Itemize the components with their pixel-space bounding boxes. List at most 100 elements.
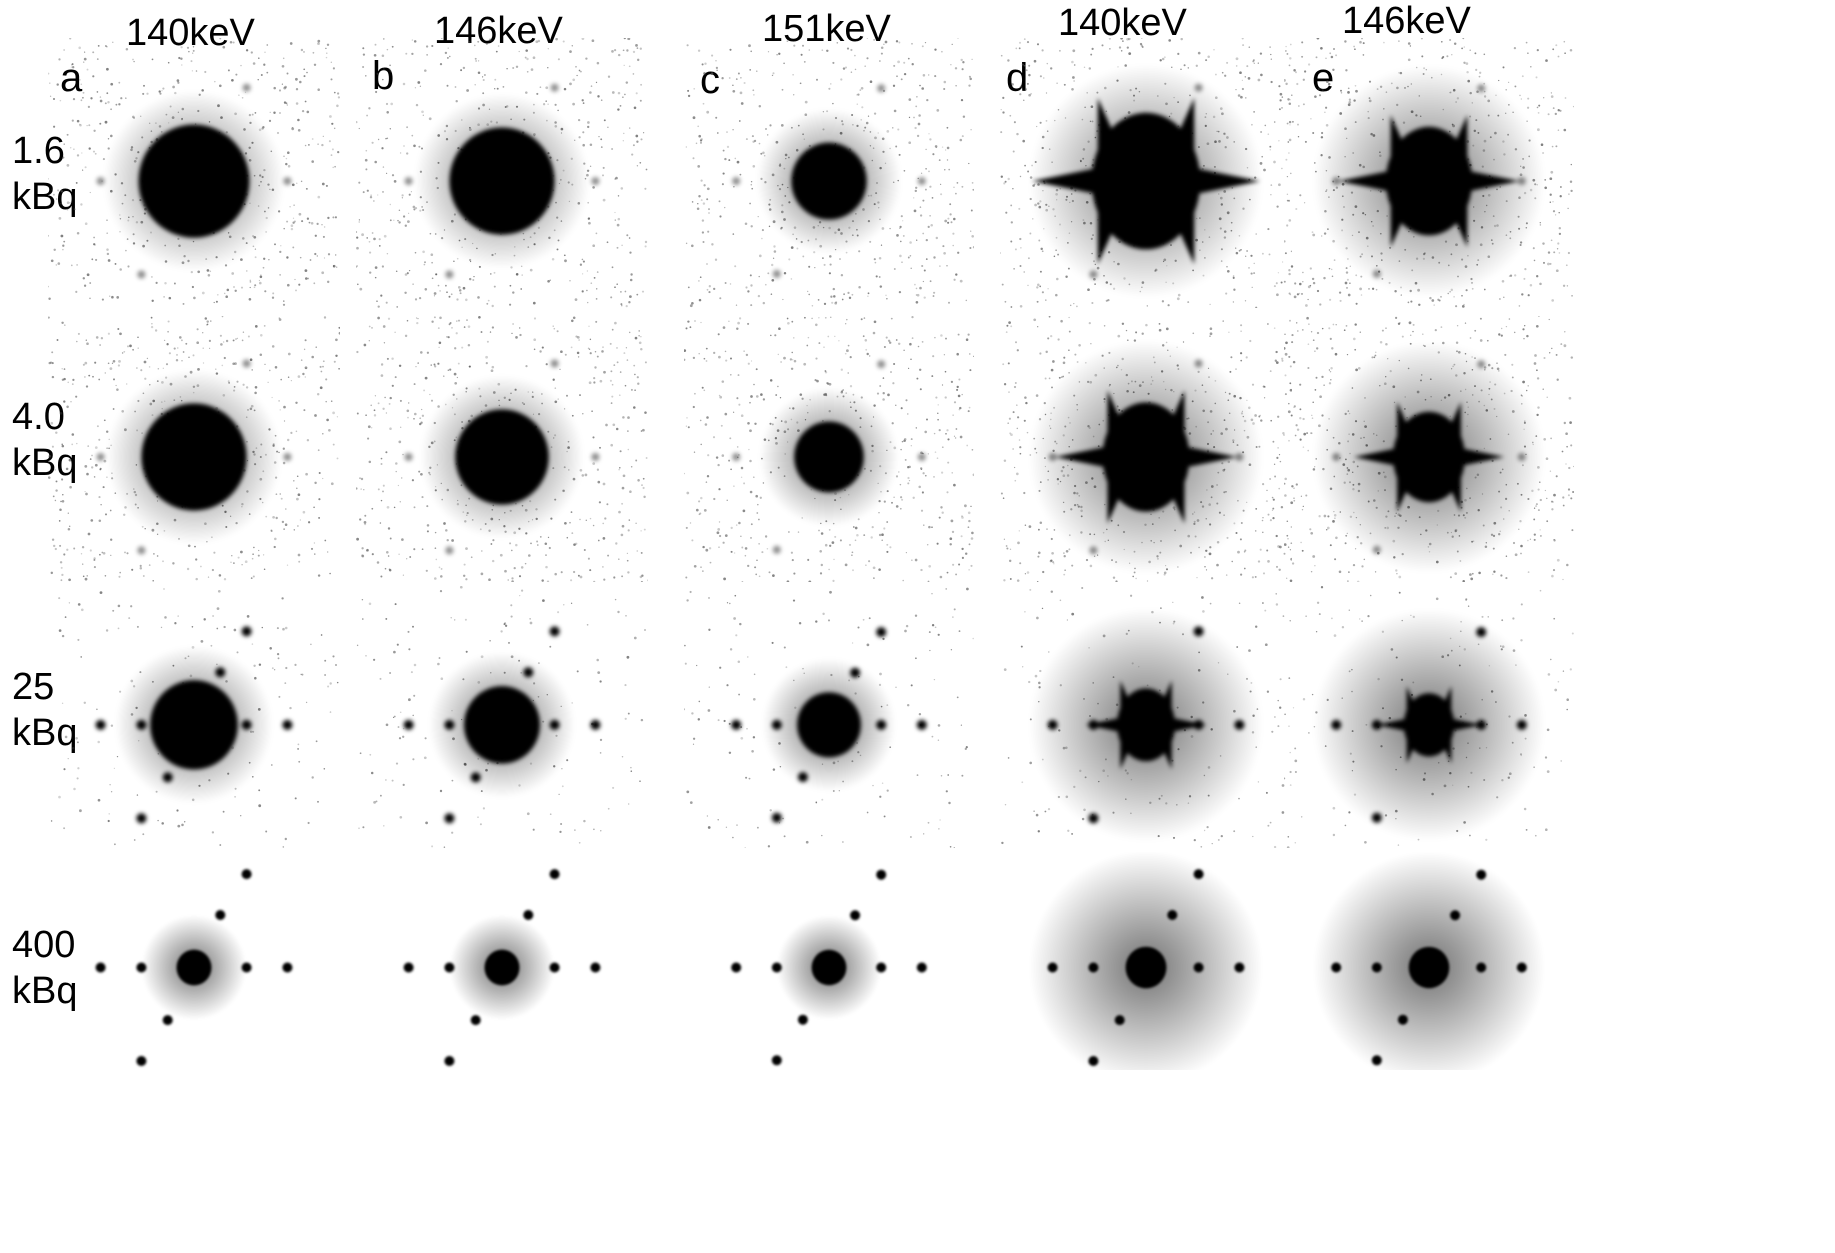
satellite-spot — [162, 1015, 173, 1026]
satellite-spot — [282, 719, 293, 730]
satellite-spot — [1516, 962, 1527, 973]
satellite-spot — [96, 177, 105, 186]
source-core — [484, 949, 520, 986]
row-activity-unit: kBq — [12, 442, 78, 484]
satellite-spot — [1167, 910, 1178, 920]
satellite-spot — [1088, 962, 1099, 973]
satellite-spot — [877, 360, 886, 369]
satellite-spot — [1193, 626, 1204, 637]
satellite-spot — [917, 453, 926, 461]
satellite-spot — [162, 772, 173, 783]
satellite-spot — [731, 719, 742, 730]
satellite-spot — [1371, 1055, 1382, 1066]
point-source-image — [1284, 316, 1574, 582]
row-label-2: 4.0 kBq — [12, 394, 77, 486]
satellite-spot — [1517, 177, 1526, 186]
satellite-spot — [523, 667, 534, 678]
panel-letter-c: c — [700, 58, 720, 102]
point-source-image — [48, 38, 340, 306]
row-label-4: 400 kBq — [12, 922, 77, 1014]
source-core — [1125, 946, 1167, 989]
source-core — [138, 124, 250, 238]
satellite-spot — [1332, 177, 1341, 186]
source-core — [464, 686, 540, 764]
panel-letter-a: a — [60, 56, 83, 100]
satellite-spot — [771, 962, 782, 973]
satellite-spot — [797, 1014, 808, 1025]
satellite-spot — [732, 177, 741, 186]
row-label-1: 1.6 kBq — [12, 128, 77, 220]
satellite-spot — [876, 627, 887, 638]
satellite-spot — [591, 453, 600, 461]
image-panel-c-row2 — [684, 316, 974, 582]
satellite-spot — [445, 546, 454, 555]
image-panel-b-row2 — [356, 316, 648, 582]
satellite-spot — [404, 177, 413, 186]
column-header-a: 140keV — [126, 12, 255, 54]
source-core — [1408, 946, 1450, 989]
row-activity-unit: kBq — [12, 176, 78, 218]
source-core — [811, 949, 847, 986]
satellite-spot — [1476, 869, 1487, 880]
image-panel-e-row2 — [1284, 316, 1574, 582]
satellite-spot — [1088, 813, 1099, 824]
satellite-spot — [1048, 453, 1057, 461]
satellite-spot — [1193, 719, 1204, 730]
satellite-spot — [136, 719, 147, 730]
satellite-spot — [470, 1015, 481, 1026]
row-activity-unit: kBq — [12, 712, 78, 754]
satellite-spot — [136, 962, 147, 973]
satellite-spot — [95, 962, 106, 973]
point-source-image — [403, 869, 601, 1066]
satellite-spot — [877, 84, 886, 93]
satellite-spot — [1331, 962, 1342, 973]
image-panel-a-row3 — [48, 586, 340, 848]
satellite-spot — [772, 269, 781, 278]
satellite-spot — [876, 962, 887, 973]
satellite-spot — [1114, 1015, 1125, 1026]
noise-speckle — [48, 316, 340, 582]
satellite-spot — [550, 83, 559, 92]
satellite-spot — [1235, 453, 1244, 461]
image-panel-c-row1 — [684, 38, 974, 308]
satellite-spot — [241, 962, 252, 973]
point-source-image — [1000, 316, 1292, 582]
satellite-spot — [137, 270, 146, 279]
point-source-image — [48, 316, 340, 582]
satellite-spot — [1331, 719, 1342, 730]
point-source-image — [50, 588, 339, 848]
satellite-spot — [136, 813, 147, 824]
satellite-spot — [1372, 269, 1381, 278]
point-source-image — [356, 38, 648, 308]
image-panel-e-row3 — [1284, 586, 1574, 848]
satellite-spot — [590, 962, 601, 973]
panel-letter-e: e — [1312, 56, 1335, 100]
satellite-spot — [1450, 910, 1461, 921]
source-core — [791, 142, 867, 220]
satellite-spot — [1371, 962, 1382, 973]
satellite-spot — [1234, 962, 1245, 973]
satellite-spot — [1477, 360, 1486, 369]
satellite-spot — [444, 813, 455, 824]
row-activity-value: 1.6 — [12, 130, 65, 172]
satellite-spot — [283, 453, 292, 461]
satellite-spot — [242, 83, 251, 92]
satellite-spot — [772, 545, 781, 554]
satellite-spot — [1193, 869, 1204, 880]
point-source-image — [1000, 38, 1292, 308]
image-panel-d-row2 — [1000, 316, 1292, 582]
image-panel-a-row1 — [48, 38, 340, 308]
column-header-c: 151keV — [762, 8, 891, 50]
satellite-spot — [916, 719, 927, 730]
satellite-spot — [549, 962, 560, 973]
image-panel-b-row3 — [356, 586, 648, 848]
satellite-spot — [445, 270, 454, 279]
satellite-spot — [1089, 546, 1098, 555]
satellite-spot — [731, 962, 742, 973]
satellite-spot — [215, 910, 226, 920]
satellite-spot — [771, 812, 782, 823]
satellite-spot — [549, 626, 560, 637]
satellite-spot — [850, 667, 861, 678]
satellite-spot — [136, 1056, 147, 1066]
satellite-spot — [1476, 627, 1487, 638]
